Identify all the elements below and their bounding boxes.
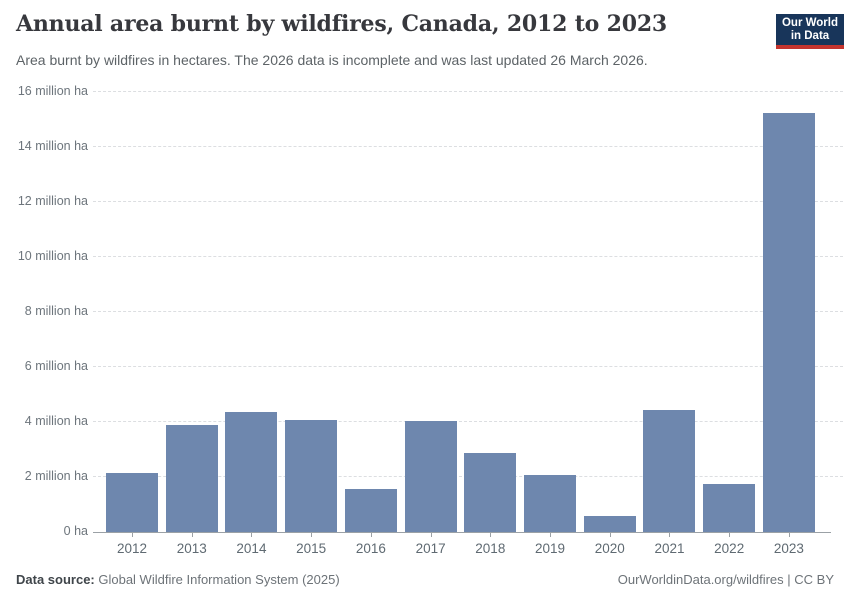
x-axis-label: 2020 <box>594 541 625 556</box>
bar-2021[interactable] <box>643 409 696 532</box>
bar-2020[interactable] <box>583 515 636 532</box>
owid-logo: Our World in Data <box>776 14 844 49</box>
x-axis-tick <box>370 532 372 537</box>
x-axis-tick <box>729 532 731 537</box>
bar-slot-2019: 2019 <box>524 474 577 556</box>
x-axis-label: 2012 <box>116 541 148 556</box>
bar-2015[interactable] <box>285 419 338 532</box>
bar-slot-2020: 2020 <box>583 515 636 556</box>
y-axis-tick-label: 12 million ha <box>17 194 88 208</box>
bar-2016[interactable] <box>344 489 397 532</box>
bar-slot-2012: 2012 <box>106 472 158 556</box>
y-axis-tick-label: 0 ha <box>63 524 88 538</box>
chart-footer: Data source: Global Wildfire Information… <box>16 572 834 587</box>
bar-slot-2023: 2023 <box>762 112 815 556</box>
x-axis-tick <box>251 532 253 537</box>
x-axis-tick <box>669 532 671 537</box>
x-axis-label: 2023 <box>773 541 804 556</box>
x-axis-label: 2014 <box>236 541 267 556</box>
x-axis-line <box>93 532 831 533</box>
bar-slot-2021: 2021 <box>643 409 696 556</box>
y-axis-tick-label: 16 million ha <box>17 84 88 98</box>
x-axis-tick <box>550 532 552 537</box>
x-axis-tick <box>311 532 313 537</box>
y-axis-tick-label: 2 million ha <box>24 469 88 483</box>
x-axis-tick <box>132 532 133 537</box>
y-axis-tick-label: 6 million ha <box>24 359 88 373</box>
y-axis-tick-label: 4 million ha <box>24 414 88 428</box>
bar-2022[interactable] <box>703 484 756 532</box>
data-source: Data source: Global Wildfire Information… <box>16 572 340 587</box>
y-axis-tick-label: 14 million ha <box>17 139 88 153</box>
bar-series: 2012 2013 2014 2015 2016 2017 2018 2019 2020 2021… <box>106 92 815 556</box>
page-title: Annual area burnt by wildfires, Canada, … <box>16 11 668 37</box>
x-axis-label: 2016 <box>355 541 386 556</box>
x-axis-label: 2019 <box>535 541 566 556</box>
y-axis: 0 ha 2 million ha 4 million ha 6 million ha… <box>0 84 88 538</box>
x-axis-label: 2021 <box>654 541 685 556</box>
x-axis-label: 2017 <box>415 541 446 556</box>
y-axis-tick-label: 8 million ha <box>24 304 88 318</box>
logo-line-2: in Data <box>790 29 830 42</box>
bar-slot-2014: 2014 <box>225 411 278 556</box>
bar-slot-2016: 2016 <box>344 489 397 556</box>
x-axis-tick <box>430 532 432 537</box>
bar-2018[interactable] <box>464 452 517 532</box>
x-axis-label: 2015 <box>296 541 327 556</box>
x-axis-tick <box>788 532 790 537</box>
bar-slot-2013: 2013 <box>165 425 218 556</box>
chart-subtitle: Area burnt by wildfires in hectares. The… <box>16 52 648 68</box>
bar-2012[interactable] <box>106 472 158 532</box>
data-source-label: Data source: <box>16 572 95 587</box>
x-axis-label: 2022 <box>714 541 745 556</box>
logo-line-1: Our World <box>781 16 838 29</box>
y-axis-tick-label: 10 million ha <box>17 249 88 263</box>
x-axis-label: 2013 <box>176 541 207 556</box>
bar-slot-2018: 2018 <box>464 452 517 556</box>
bar-slot-2015: 2015 <box>285 419 338 556</box>
bar-2019[interactable] <box>524 474 577 532</box>
data-source-text: Global Wildfire Information System (2025… <box>94 572 340 587</box>
bar-slot-2017: 2017 <box>404 420 457 556</box>
x-axis-tick <box>490 532 492 537</box>
bar-2014[interactable] <box>225 411 278 532</box>
attribution: OurWorldinData.org/wildfires | CC BY <box>617 572 834 587</box>
bar-slot-2022: 2022 <box>703 484 756 556</box>
bar-2013[interactable] <box>165 425 218 532</box>
bar-2017[interactable] <box>404 420 457 532</box>
x-axis-label: 2018 <box>475 541 506 556</box>
bar-2023[interactable] <box>762 112 815 532</box>
x-axis-tick <box>191 532 193 537</box>
x-axis-tick <box>609 532 611 537</box>
